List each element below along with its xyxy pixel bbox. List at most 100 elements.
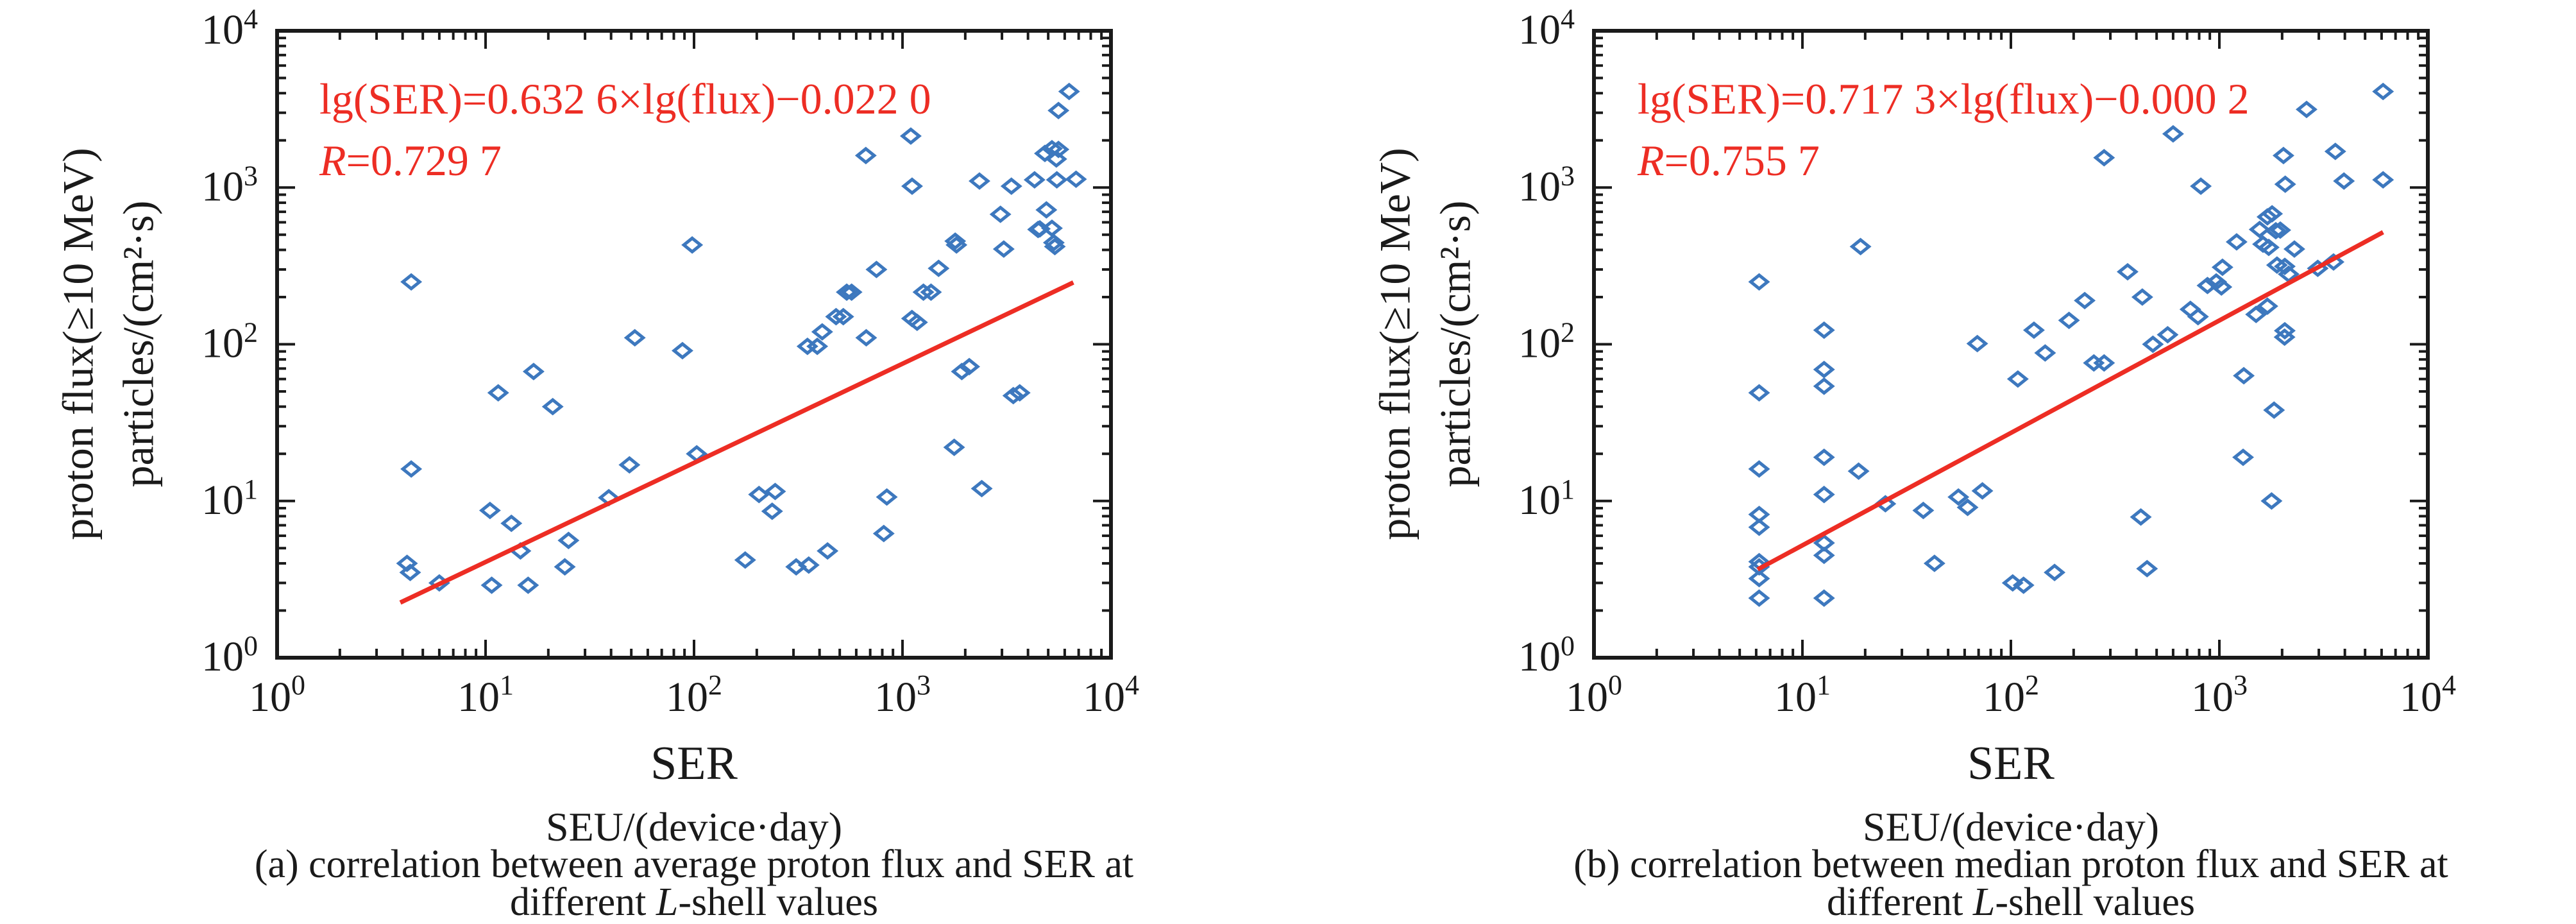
caption-line2: different L-shell values — [510, 880, 878, 924]
data-point-diamond — [2130, 508, 2152, 526]
data-point-diamond — [541, 397, 564, 416]
data-point-diamond — [865, 261, 888, 278]
data-point-diamond — [2157, 325, 2179, 344]
y-axis-label-line1: proton flux(≥10 MeV) — [1370, 148, 1419, 540]
panel-caption-b: (b) correlation between median proton fl… — [1466, 844, 2556, 922]
y-axis-label-line2: particles/(cm²·s) — [114, 200, 163, 488]
data-point-diamond — [2136, 560, 2158, 578]
y-axis-label-line2: particles/(cm²·s) — [1430, 200, 1480, 488]
data-point-diamond — [2248, 220, 2271, 239]
panel-b: 100 100 101 101 102 102 103 103 104 104 lg(SER)=0… — [1288, 0, 2576, 922]
data-point-diamond — [1813, 377, 1835, 395]
data-point-diamond — [1813, 485, 1835, 504]
data-point-diamond — [2264, 221, 2287, 240]
data-point-diamond — [2012, 576, 2035, 594]
data-point-diamond — [517, 576, 539, 594]
x-tick-label: 104 — [2400, 669, 2456, 721]
data-point-diamond — [928, 259, 950, 277]
data-point-diamond — [2116, 262, 2139, 281]
data-point-diamond — [1849, 237, 1872, 255]
data-point-diamond — [2232, 448, 2255, 466]
data-point-diamond — [748, 485, 770, 504]
data-point-diamond — [2162, 124, 2184, 143]
data-point-diamond — [2233, 366, 2255, 385]
data-point-diamond — [1748, 589, 1770, 607]
panel-caption-a: (a) correlation between average proton f… — [149, 844, 1239, 924]
data-point-diamond — [2257, 238, 2280, 257]
data-point-diamond — [2261, 205, 2284, 223]
data-point-diamond — [2093, 354, 2115, 372]
data-point-diamond — [399, 563, 421, 581]
data-point-diamond — [1035, 201, 1058, 219]
data-point-diamond — [1047, 141, 1070, 158]
data-point-diamond — [2274, 257, 2296, 275]
correlation-coefficient: R=0.755 7 — [1638, 136, 1820, 185]
fit-equation-annotation-a: lg(SER)=0.632 6×lg(flux)−0.022 0 R=0.729… — [319, 68, 931, 191]
data-point-diamond — [2093, 149, 2115, 167]
data-point-diamond — [2022, 321, 2045, 339]
data-point-diamond — [1748, 273, 1770, 291]
data-point-diamond — [479, 501, 501, 520]
y-tick-label: 103 — [201, 160, 258, 210]
y-axis-label-line1: proton flux(≥10 MeV) — [53, 148, 103, 540]
data-point-diamond — [2269, 221, 2291, 239]
data-point-diamond — [2187, 307, 2209, 326]
data-point-diamond — [899, 127, 922, 145]
data-point-diamond — [761, 502, 783, 520]
data-point-diamond — [1065, 170, 1087, 188]
data-point-diamond — [970, 479, 993, 498]
data-point-diamond — [618, 456, 641, 474]
data-point-diamond — [943, 438, 965, 456]
data-point-diamond — [1748, 460, 1770, 478]
data-point-diamond — [1813, 361, 1835, 379]
data-point-diamond — [1002, 386, 1024, 405]
data-point-diamond — [1956, 499, 1979, 517]
data-point-diamond — [2283, 240, 2305, 258]
data-point-diamond — [487, 384, 509, 402]
data-point-diamond — [2274, 321, 2296, 340]
data-point-diamond — [1023, 171, 1046, 189]
data-point-diamond — [522, 363, 545, 381]
data-point-diamond — [400, 460, 423, 478]
x-tick-label: 104 — [1083, 669, 1139, 721]
data-point-diamond — [1966, 334, 1988, 353]
data-point-diamond — [901, 177, 923, 195]
data-point-diamond — [2372, 82, 2394, 101]
data-point-diamond — [1748, 569, 1770, 588]
data-point-diamond — [1008, 384, 1031, 402]
fit-line — [399, 280, 1074, 605]
correlation-coefficient: R=0.729 7 — [319, 136, 502, 185]
data-point-diamond — [797, 556, 820, 574]
x-axis-unit-label: SEU/(device·day) — [545, 804, 843, 850]
x-tick-label: 101 — [1774, 669, 1831, 721]
x-tick-label: 103 — [874, 669, 931, 721]
data-point-diamond — [2295, 100, 2318, 119]
x-axis-label: SER — [1967, 737, 2055, 790]
data-point-diamond — [1748, 518, 1770, 536]
data-point-diamond — [764, 483, 786, 501]
data-point-diamond — [2272, 146, 2294, 165]
data-point-diamond — [825, 307, 847, 326]
data-point-diamond — [2225, 233, 2248, 251]
data-point-diamond — [951, 363, 973, 381]
data-point-diamond — [912, 283, 935, 302]
x-tick-label: 101 — [457, 669, 514, 721]
y-tick-label: 104 — [1518, 3, 1575, 53]
data-point-diamond — [855, 329, 877, 347]
data-point-diamond — [1058, 82, 1080, 101]
x-tick-label: 103 — [2191, 669, 2248, 721]
data-point-diamond — [2274, 175, 2296, 193]
data-point-diamond — [854, 146, 877, 165]
data-point-diamond — [1947, 488, 1970, 506]
data-point-diamond — [1971, 482, 1994, 500]
fit-equation-text: lg(SER)=0.632 6×lg(flux)−0.022 0 — [319, 74, 931, 123]
data-point-diamond — [840, 283, 863, 302]
data-point-diamond — [817, 542, 839, 560]
data-point-diamond — [1813, 448, 1835, 466]
data-point-diamond — [480, 576, 503, 594]
fit-equation-text: lg(SER)=0.717 3×lg(flux)−0.000 2 — [1638, 74, 2250, 123]
y-tick-label: 101 — [201, 474, 258, 524]
data-point-diamond — [836, 283, 858, 302]
x-axis-unit-label: SEU/(device·day) — [1862, 804, 2160, 850]
